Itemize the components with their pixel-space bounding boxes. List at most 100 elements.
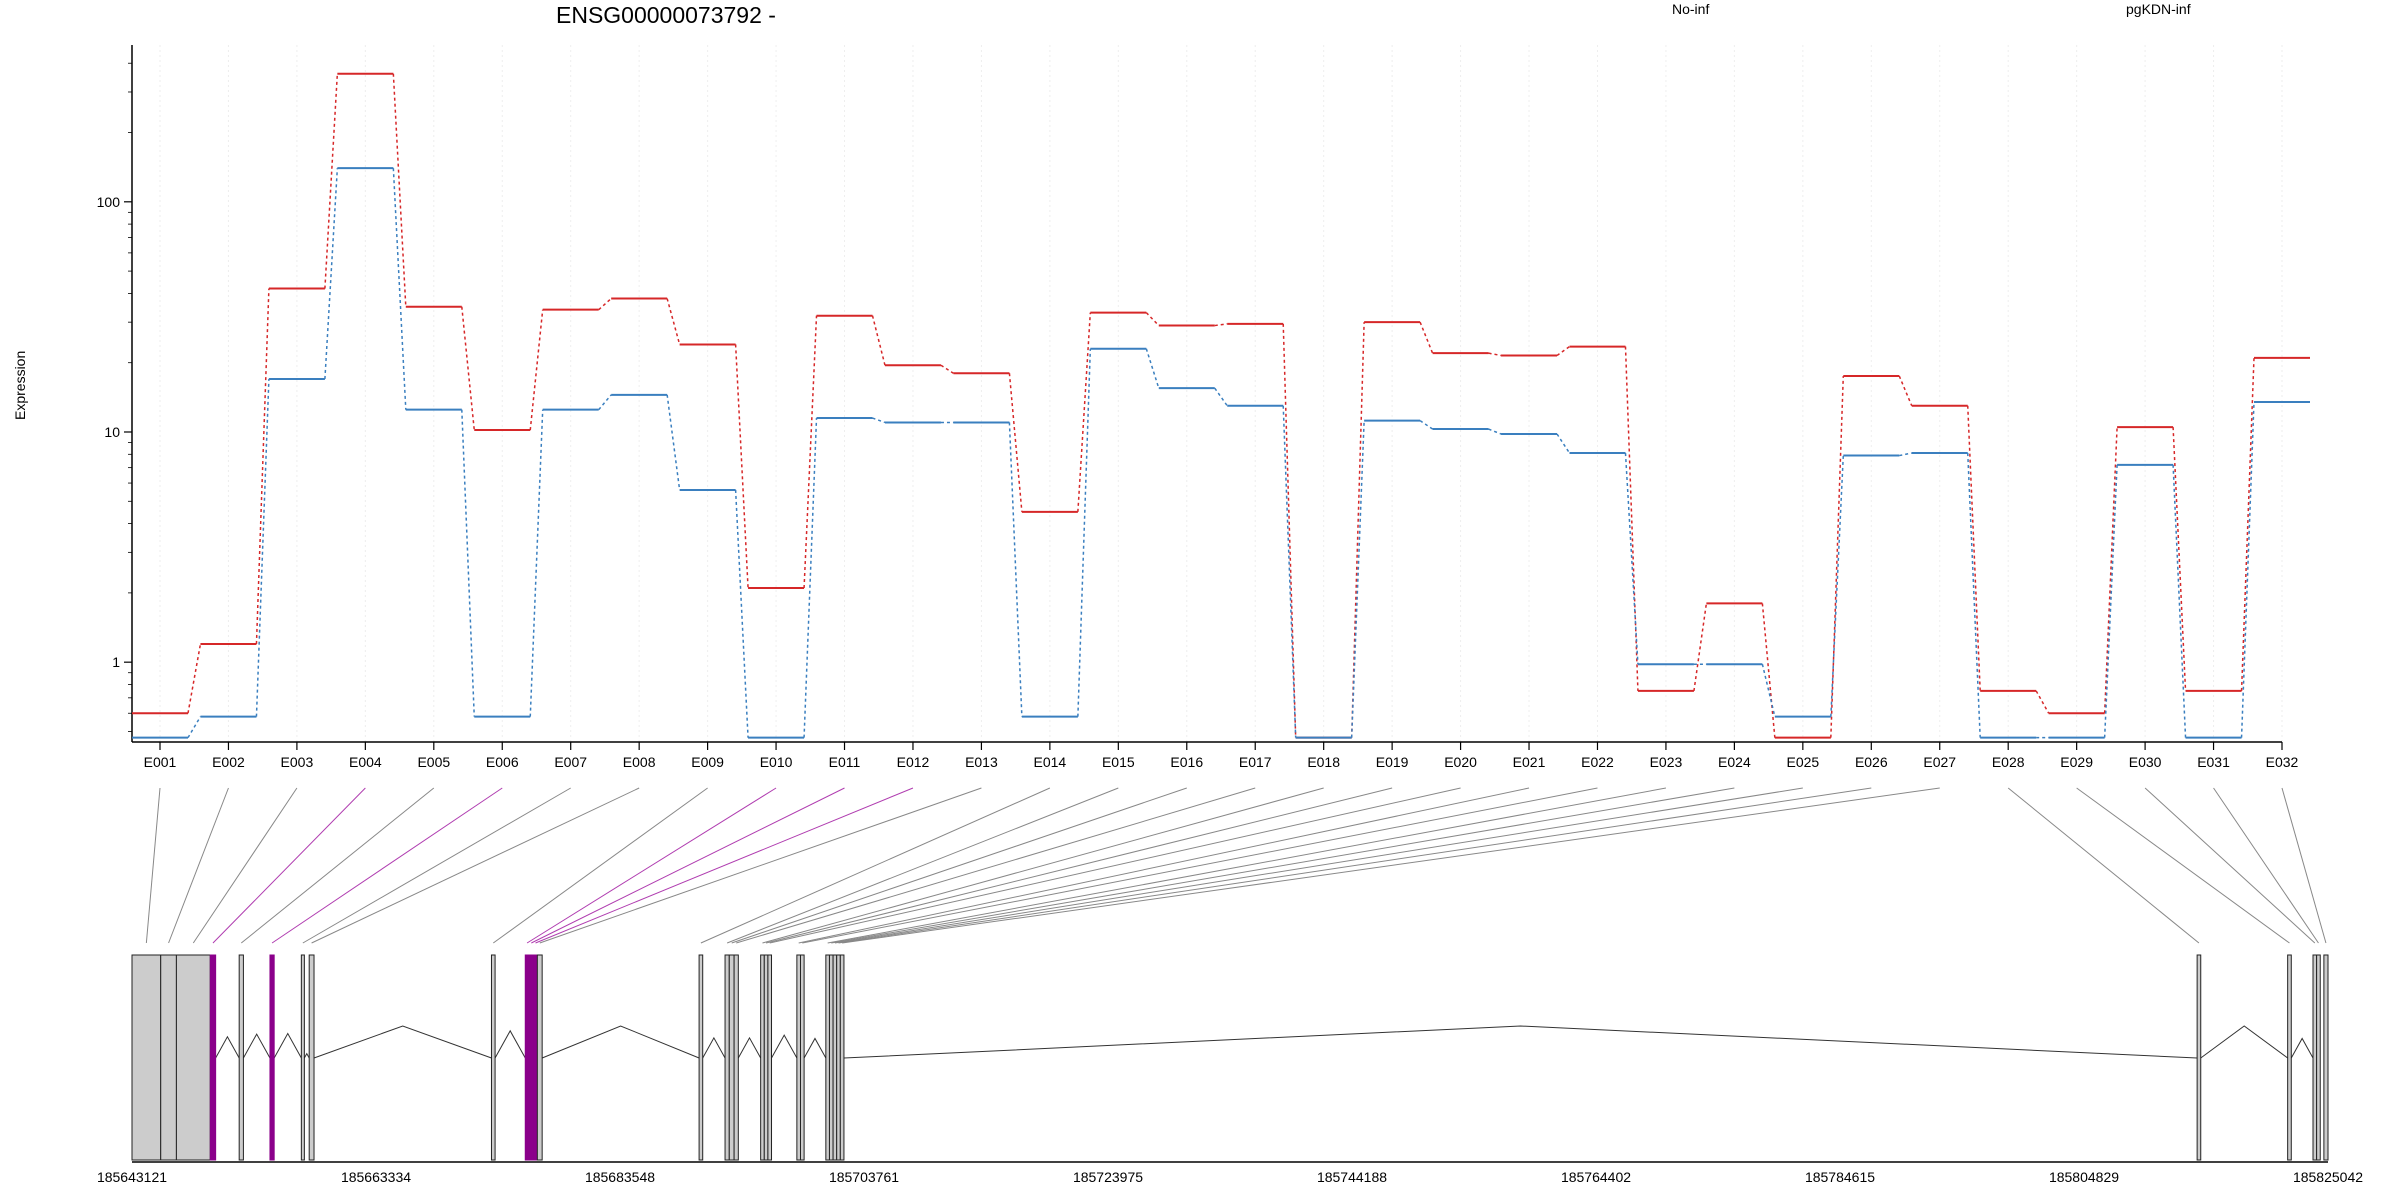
series-connector	[872, 417, 886, 424]
coord-tick-label: 185804829	[2049, 1169, 2119, 1185]
series-connector	[803, 315, 818, 589]
exon-E002	[160, 954, 177, 1161]
series-connector	[871, 315, 886, 366]
connector-E026	[838, 787, 1872, 944]
legend-no-inf: No-inf	[1672, 1, 1710, 17]
x-tick-label: E003	[281, 754, 314, 770]
x-tick-label: E016	[1170, 754, 1203, 770]
series-connector	[1966, 405, 1981, 691]
connector-E015	[726, 787, 1119, 944]
connector-E007	[302, 787, 571, 944]
series-connector	[1008, 422, 1023, 717]
series-connector	[1898, 375, 1913, 407]
connector-E006	[271, 787, 503, 944]
series-connector	[1419, 420, 1433, 430]
x-tick-label: E005	[417, 754, 450, 770]
series-connector	[1693, 603, 1708, 692]
x-tick-label: E008	[623, 754, 656, 770]
x-tick-label: E025	[1786, 754, 1819, 770]
series-pgKDN-inf	[132, 167, 2310, 739]
exon-E028	[2196, 954, 2202, 1161]
intron	[771, 1034, 798, 1059]
connector-E002	[168, 787, 229, 944]
x-tick-label: E024	[1718, 754, 1751, 770]
coordinate-axis: 185643121 185663334 185683548 185703761 1857…	[97, 1161, 2363, 1185]
x-tick-label: E004	[349, 754, 382, 770]
connector-E025	[834, 787, 1803, 944]
connector-E014	[700, 787, 1051, 944]
coord-tick-label: 185723975	[1073, 1169, 1143, 1185]
series-connector	[1145, 348, 1160, 389]
y-axis: 1 10 100	[97, 45, 133, 742]
series-connector	[461, 306, 476, 431]
connector-E022	[802, 787, 1598, 944]
series-connector	[666, 394, 681, 491]
legend-pgkdn-inf: pgKDN-inf	[2126, 1, 2191, 17]
intron	[313, 1025, 492, 1059]
exon-E022	[799, 954, 805, 1161]
x-tick-label: E001	[144, 754, 177, 770]
intron	[843, 1025, 2198, 1059]
series-connector	[1830, 455, 1845, 717]
x-tick-label: E022	[1581, 754, 1614, 770]
series-connector	[598, 297, 612, 311]
connector-E011	[531, 787, 845, 944]
exon-E007	[300, 954, 305, 1161]
series-connector	[529, 309, 544, 431]
exon-connectors	[145, 787, 2327, 944]
exon-E009	[490, 954, 496, 1161]
series-connector	[392, 168, 407, 410]
connector-E001	[145, 787, 161, 944]
series-connector	[529, 409, 544, 717]
intron	[2200, 1025, 2288, 1059]
x-tick-label: E021	[1513, 754, 1546, 770]
connector-E021	[798, 787, 1530, 944]
x-tick-label: E031	[2197, 754, 2230, 770]
series-connector	[803, 417, 818, 738]
coord-tick-label: 185764402	[1561, 1169, 1631, 1185]
y-tick-label: 1	[112, 654, 120, 670]
intron	[303, 1052, 310, 1059]
exon-E003	[175, 954, 211, 1161]
series-connector	[734, 344, 749, 589]
series-connector	[2240, 357, 2255, 691]
x-tick-label: E006	[486, 754, 519, 770]
series-connector	[1008, 373, 1023, 512]
series-connector	[1488, 428, 1502, 435]
x-tick-label: E009	[691, 754, 724, 770]
exon-E015	[724, 954, 730, 1161]
series-connector	[2172, 427, 2187, 691]
x-tick-label: E018	[1307, 754, 1340, 770]
series-connector	[324, 168, 339, 379]
x-tick-label: E012	[897, 754, 930, 770]
series-connector	[1761, 664, 1776, 717]
connector-E005	[240, 787, 435, 944]
series-connector	[1282, 323, 1297, 738]
series-connector	[1488, 352, 1502, 357]
series-connector	[1077, 312, 1092, 512]
exon-E004	[209, 954, 217, 1161]
series-connector	[1624, 453, 1639, 665]
exon-E005	[238, 954, 244, 1161]
intron	[273, 1032, 302, 1059]
series-connector	[255, 378, 270, 717]
series-connector	[1214, 323, 1228, 327]
intron	[737, 1036, 762, 1059]
exon-E031	[2316, 954, 2321, 1161]
exon-E021	[796, 954, 801, 1161]
x-axis: E001 E002 E003 E004 E005 E006 E007 E008 E009 E010…	[132, 741, 2299, 770]
series-connector	[1350, 420, 1365, 738]
exon-E023	[825, 954, 830, 1161]
connector-E032	[2281, 787, 2327, 944]
coord-tick-label: 185683548	[585, 1169, 655, 1185]
exon-E026	[836, 954, 841, 1161]
y-tick-label: 10	[104, 424, 120, 440]
x-tick-label: E029	[2060, 754, 2093, 770]
connector-E017	[736, 787, 1256, 944]
connector-E012	[535, 787, 914, 944]
series-connector	[2103, 427, 2118, 714]
connector-E016	[731, 787, 1187, 944]
gridlines	[159, 45, 2283, 742]
exon-E017	[733, 954, 739, 1161]
x-tick-label: E002	[212, 754, 245, 770]
